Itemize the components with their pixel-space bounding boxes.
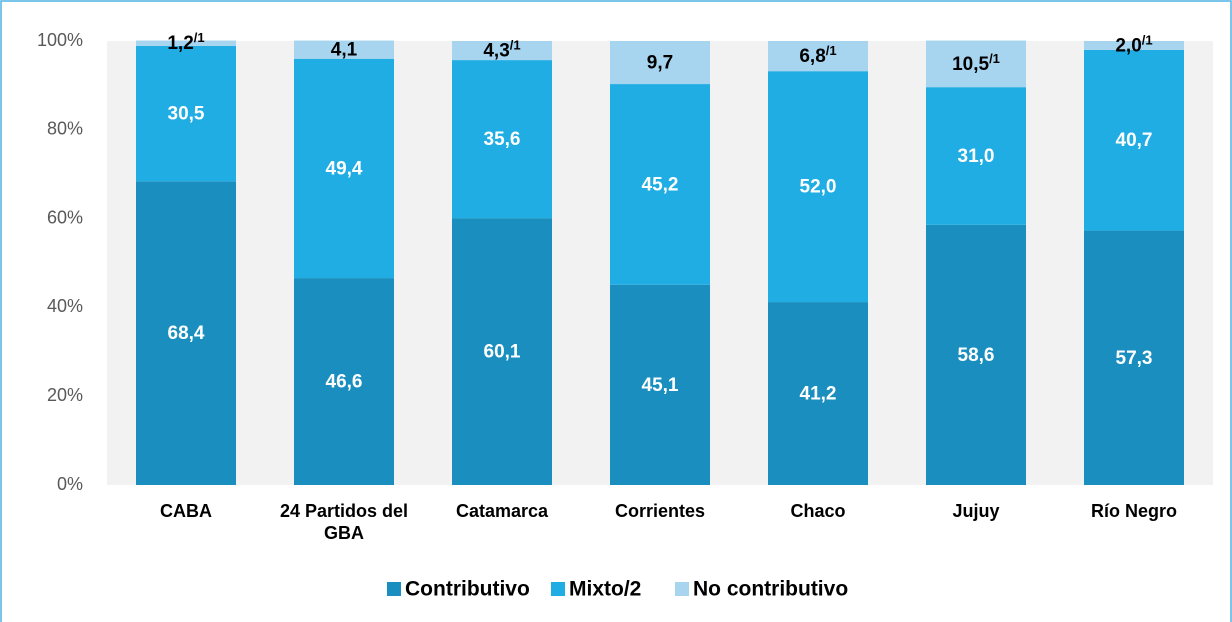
data-label-value: 35,6 <box>484 129 521 150</box>
bar-segment <box>136 45 236 182</box>
y-tick-label: 0% <box>57 474 83 494</box>
bar-segment <box>1084 230 1184 485</box>
data-label: 35,6 <box>484 129 521 150</box>
legend-label: Contributivo <box>405 578 530 601</box>
data-label-note: /1 <box>989 51 1000 66</box>
data-label: 52,0 <box>800 177 837 198</box>
data-label-note: /1 <box>1142 33 1153 48</box>
y-tick-label: 40% <box>47 296 83 316</box>
x-tick-label: Chaco <box>790 501 846 521</box>
data-label-note: /1 <box>826 44 837 59</box>
x-tick-label: Jujuy <box>952 501 1000 521</box>
y-tick-label: 20% <box>47 385 83 405</box>
data-label: 4,3/1 <box>483 38 520 62</box>
bar-segment <box>136 181 236 485</box>
bar-segment <box>926 40 1026 88</box>
data-label-value: 9,7 <box>647 53 673 74</box>
data-label-value: 4,1 <box>331 40 358 61</box>
bar-segment <box>768 71 868 303</box>
bar-segment <box>452 41 552 61</box>
data-label-note: /1 <box>510 38 521 53</box>
data-label-value: 6,8 <box>799 46 825 67</box>
data-label-value: 45,1 <box>642 375 679 396</box>
data-label-note: /1 <box>194 31 205 46</box>
data-label-value: 4,3 <box>483 41 509 62</box>
data-label: 58,6 <box>958 345 995 366</box>
data-label-value: 45,2 <box>642 174 679 195</box>
data-label: 49,4 <box>326 158 363 179</box>
data-label-value: 60,1 <box>484 342 521 363</box>
data-label: 6,8/1 <box>799 44 836 68</box>
legend-swatch <box>675 582 689 596</box>
data-label-value: 1,2 <box>167 33 193 54</box>
data-label: 30,5 <box>168 104 205 125</box>
data-label: 2,0/1 <box>1115 33 1152 57</box>
legend-label: No contributivo <box>693 578 848 601</box>
data-label-value: 68,4 <box>168 323 205 344</box>
data-label-value: 10,5 <box>952 54 989 75</box>
data-label: 1,2/1 <box>167 31 204 55</box>
x-tick-label: Catamarca <box>455 501 549 521</box>
data-label: 45,1 <box>642 375 679 396</box>
data-label: 41,2 <box>800 384 837 405</box>
data-label: 57,3 <box>1116 348 1153 369</box>
y-tick-label: 100% <box>37 30 83 50</box>
data-label-value: 49,4 <box>326 158 363 179</box>
bar-segment <box>926 224 1026 486</box>
data-label: 60,1 <box>484 342 521 363</box>
data-label-value: 31,0 <box>958 146 995 167</box>
data-label-value: 57,3 <box>1116 348 1153 369</box>
x-tick-label: CABA <box>160 501 212 521</box>
data-label: 4,1 <box>331 40 358 61</box>
bar-segment <box>294 40 394 59</box>
legend-label: Mixto/2 <box>569 578 641 601</box>
data-label-value: 2,0 <box>1115 35 1141 56</box>
legend-swatch <box>551 582 565 596</box>
data-label: 40,7 <box>1116 130 1153 151</box>
bar-segment <box>926 87 1026 225</box>
bar-segment <box>610 284 710 485</box>
x-tick-label: Río Negro <box>1090 501 1177 521</box>
bar-segment <box>452 60 552 219</box>
bar-segment <box>610 84 710 285</box>
data-label: 68,4 <box>168 323 205 344</box>
bar-segment <box>610 41 710 85</box>
bar-segment <box>136 40 236 46</box>
data-label-value: 41,2 <box>800 384 837 405</box>
bar-segment <box>1084 41 1184 50</box>
y-tick-label: 60% <box>47 207 83 227</box>
data-label: 10,5/1 <box>952 51 1000 75</box>
data-label: 9,7 <box>647 53 673 74</box>
data-label-value: 52,0 <box>800 177 837 198</box>
bar-segment <box>768 41 868 72</box>
legend-swatch <box>387 582 401 596</box>
bar-segment <box>294 58 394 279</box>
data-label-value: 46,6 <box>326 372 363 393</box>
data-label: 46,6 <box>326 372 363 393</box>
data-label-value: 30,5 <box>168 104 205 125</box>
data-label: 31,0 <box>958 146 995 167</box>
data-label: 45,2 <box>642 174 679 195</box>
bar-segment <box>452 218 552 485</box>
data-label-value: 40,7 <box>1116 130 1153 151</box>
x-tick-label: Corrientes <box>614 501 706 521</box>
bar-segment <box>1084 49 1184 231</box>
data-label-value: 58,6 <box>958 345 995 366</box>
x-tick-label: 24 Partidos del GBA <box>279 501 409 543</box>
y-tick-label: 80% <box>47 119 83 139</box>
bar-segment <box>768 302 868 485</box>
bar-segment <box>294 278 394 485</box>
